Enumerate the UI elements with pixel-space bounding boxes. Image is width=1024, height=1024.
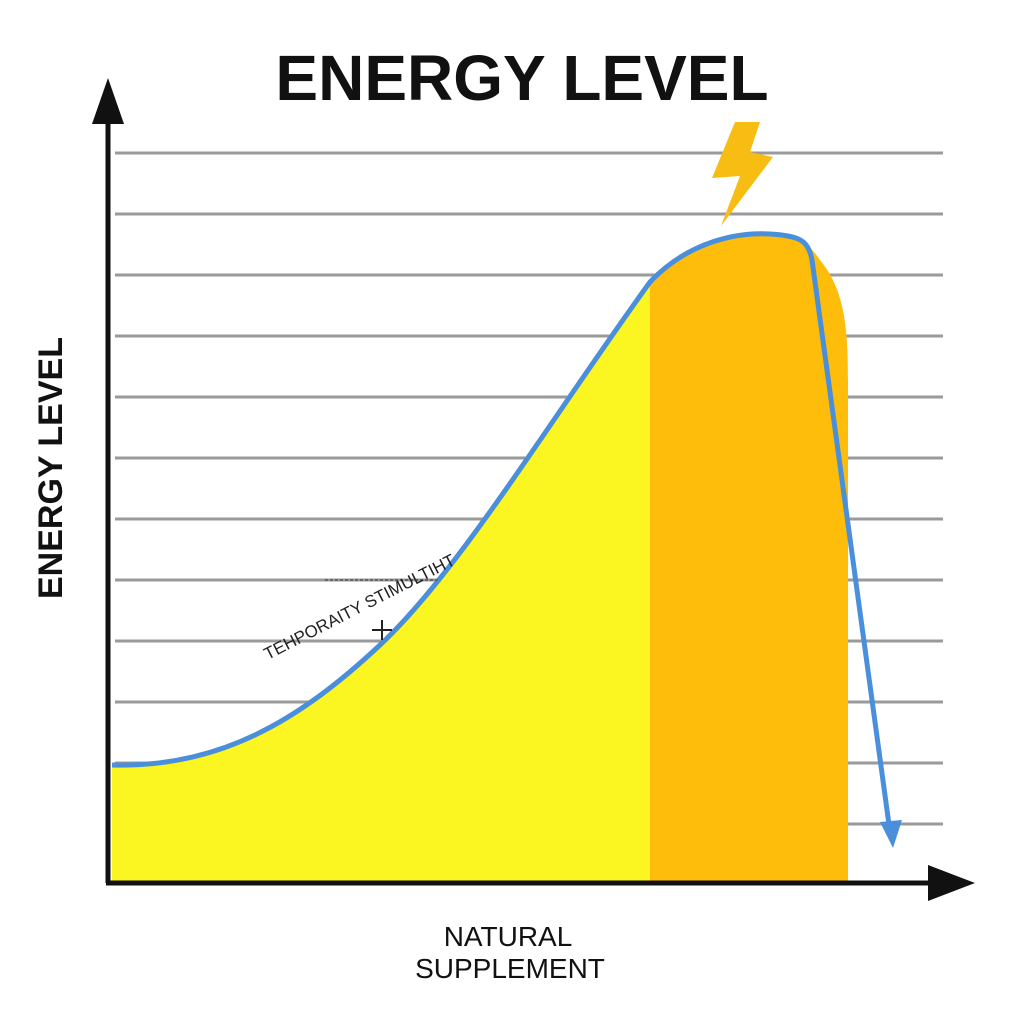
x-axis-label-line: NATURAL (444, 921, 573, 952)
curve-arrowhead (880, 820, 902, 848)
energy-curve (111, 231, 893, 833)
lightning-bolt (712, 122, 773, 226)
stimulant-area (650, 233, 848, 884)
x-axis-label-line: SUPPLEMENT (415, 953, 605, 984)
x-axis-arrow (928, 865, 975, 901)
y-axis-arrow (92, 78, 124, 124)
y-axis-label: ENERGY LEVEL (32, 337, 70, 599)
natural-area (112, 282, 650, 883)
title: ENERGY LEVEL (275, 42, 768, 114)
annotation-marker (372, 620, 392, 640)
